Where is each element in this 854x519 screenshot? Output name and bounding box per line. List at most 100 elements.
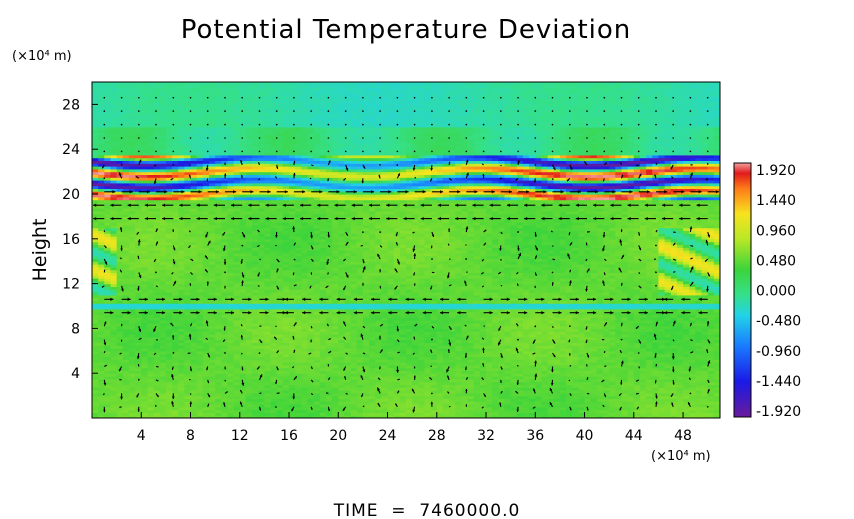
heat-cell [646, 345, 653, 349]
heat-cell [701, 339, 709, 343]
heat-cell [344, 328, 352, 332]
heat-cell [313, 322, 321, 327]
heat-cell [295, 392, 302, 397]
heat-cell [479, 390, 487, 394]
heat-cell [498, 331, 506, 335]
heat-cell [547, 406, 555, 411]
heat-cell [492, 384, 499, 388]
heat-cell [190, 336, 198, 341]
heat-cell [559, 401, 567, 405]
heat-cell [473, 322, 481, 327]
heat-cell [658, 404, 666, 408]
heat-cell [424, 342, 432, 346]
heat-cell [282, 392, 290, 397]
heat-cell [264, 320, 272, 324]
heat-cell [584, 409, 592, 413]
heat-cell [424, 384, 432, 388]
heat-cell [412, 387, 419, 391]
heat-cell [338, 320, 346, 324]
heat-cell [596, 362, 604, 366]
heat-cell [566, 373, 573, 377]
heat-cell [295, 387, 302, 391]
heat-cell [301, 356, 309, 360]
heat-cell [276, 404, 284, 408]
heat-cell [529, 387, 536, 391]
heat-cell [713, 364, 720, 369]
heat-cell [492, 392, 499, 397]
heat-cell [535, 356, 543, 360]
heat-cell [461, 356, 469, 360]
heat-cell [627, 339, 635, 343]
heat-cell [522, 320, 530, 324]
heat-cell [141, 381, 149, 385]
heat-cell [658, 373, 666, 377]
heat-cell [289, 322, 296, 327]
heat-cell [233, 353, 241, 357]
heat-cell [208, 334, 216, 338]
heat-cell [319, 336, 327, 341]
heat-cell [110, 398, 118, 402]
heat-cell [98, 367, 105, 371]
heat-cell [153, 390, 161, 394]
heat-cell [344, 381, 352, 385]
heat-cell [479, 398, 487, 402]
heat-cell [596, 370, 604, 374]
heat-cell [381, 406, 389, 411]
heat-cell [289, 409, 296, 413]
heat-cell [442, 387, 450, 391]
heat-cell [479, 401, 487, 405]
heat-cell [664, 401, 672, 405]
heat-cell [621, 359, 629, 363]
heat-cell [190, 325, 198, 329]
heat-cell [516, 381, 524, 385]
heat-cell [449, 398, 456, 402]
heat-cell [258, 362, 265, 366]
heat-cell [252, 409, 259, 413]
heat-cell [553, 392, 561, 397]
heat-cell [461, 373, 469, 377]
heat-cell [178, 348, 185, 352]
heat-cell [147, 395, 155, 399]
heat-cell [135, 395, 142, 399]
heat-cell [301, 373, 309, 377]
heat-cell [486, 322, 493, 327]
heat-cell [227, 395, 235, 399]
heat-cell [455, 395, 463, 399]
heat-cell [350, 342, 358, 346]
heat-cell [202, 353, 210, 357]
heat-cell [461, 384, 469, 388]
heat-cell [424, 353, 432, 357]
heat-cell [338, 348, 346, 352]
heat-cell [245, 378, 253, 383]
heat-cell [307, 353, 315, 357]
heat-cell [295, 339, 302, 343]
heat-cell [399, 336, 407, 341]
heat-cell [553, 345, 561, 349]
heat-cell [332, 376, 339, 380]
heat-cell [510, 378, 518, 383]
heat-cell [406, 359, 413, 363]
heat-cell [633, 390, 641, 394]
heat-cell [276, 362, 284, 366]
heat-cell [578, 320, 586, 324]
heat-cell [449, 373, 456, 377]
heat-cell [492, 356, 499, 360]
heat-cell [381, 387, 389, 391]
heat-cell [584, 350, 592, 355]
heat-cell [412, 364, 419, 369]
heat-cell [227, 406, 235, 411]
heat-cell [122, 320, 130, 324]
heat-cell [202, 367, 210, 371]
heat-cell [110, 359, 118, 363]
heat-cell [325, 322, 333, 327]
heat-cell [596, 398, 604, 402]
heat-cell [381, 322, 389, 327]
heat-cell [184, 322, 192, 327]
heat-cell [159, 331, 167, 335]
heat-cell [92, 412, 99, 416]
heat-cell [98, 334, 105, 338]
heat-cell [92, 322, 99, 327]
heat-cell [553, 325, 561, 329]
heat-cell [208, 390, 216, 394]
heat-cell [190, 328, 198, 332]
